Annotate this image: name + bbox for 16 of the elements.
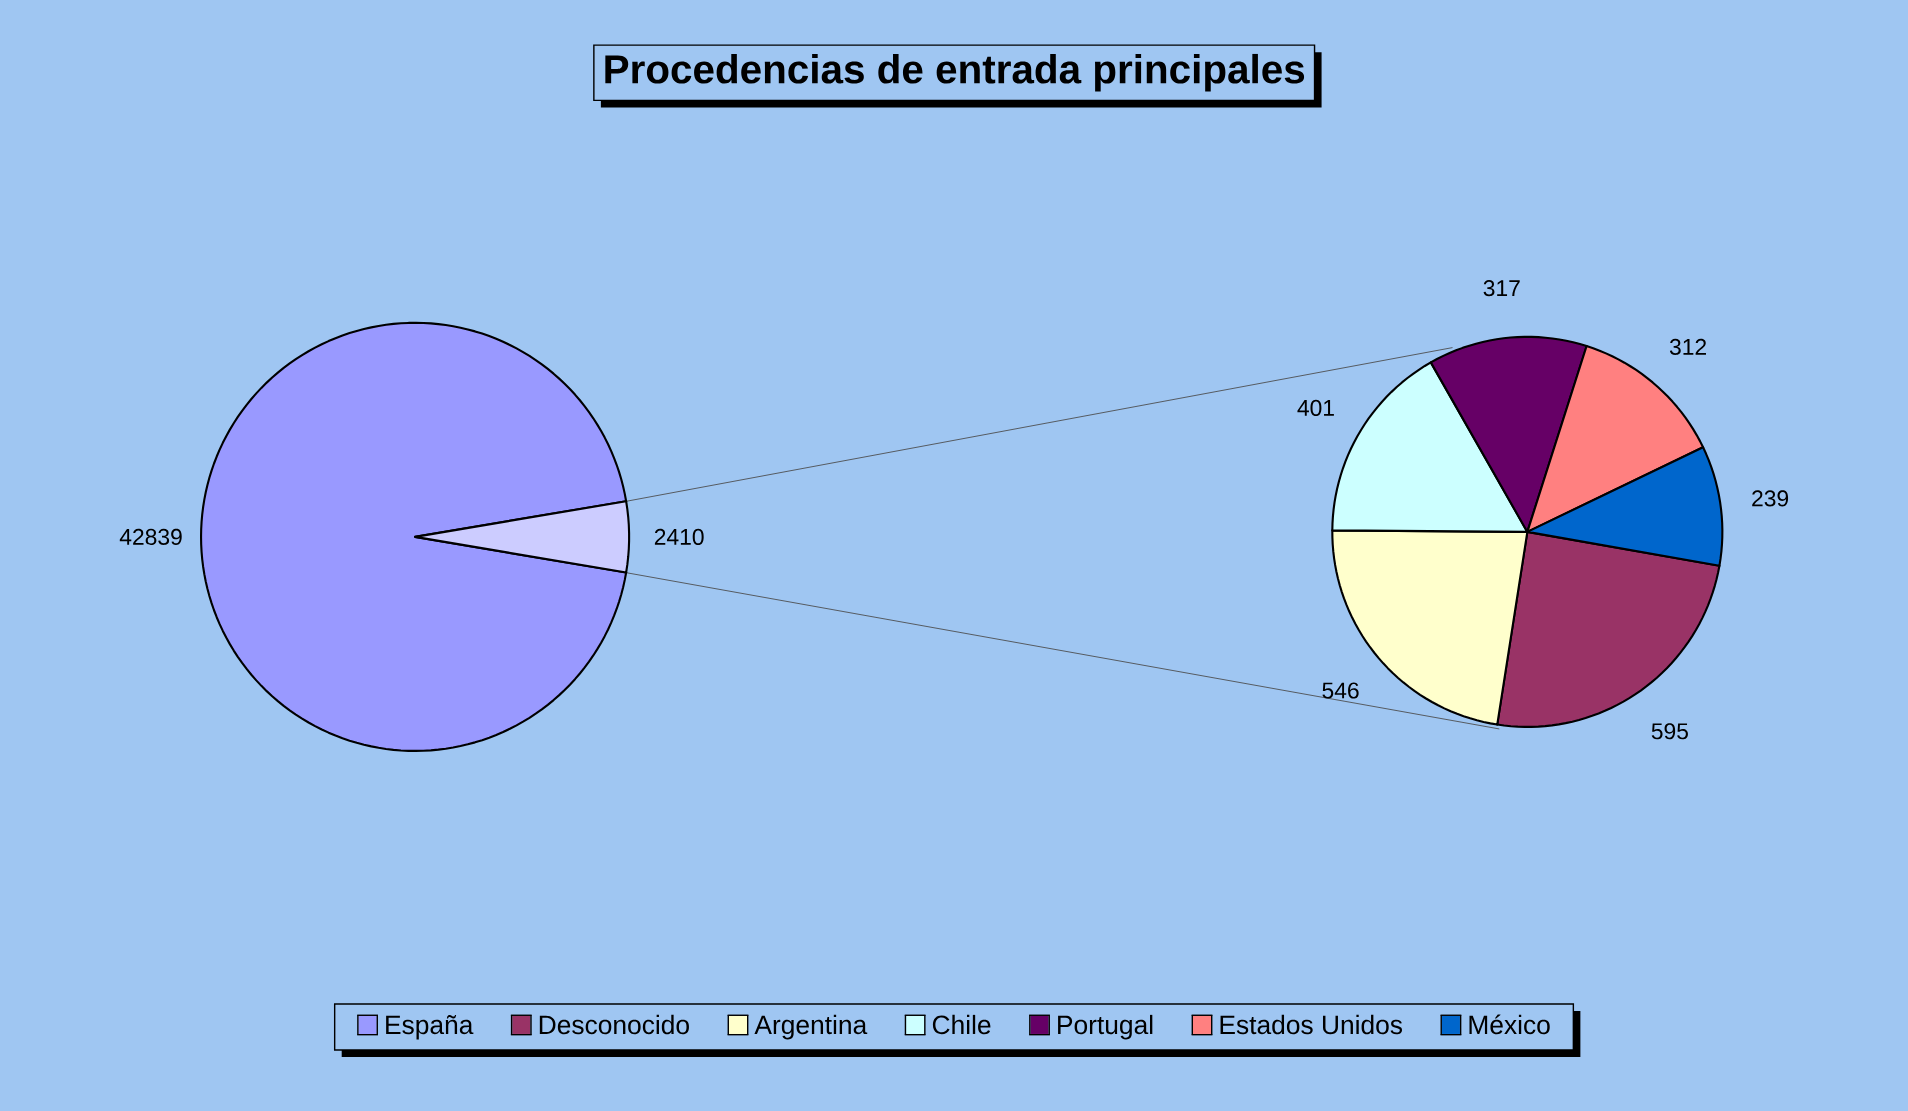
legend-label: Desconocido <box>539 1014 689 1035</box>
legend-label: Estados Unidos <box>1220 1014 1403 1035</box>
text: Procedencias de entrada principales <box>605 53 1305 92</box>
legend-label: España <box>386 1015 474 1040</box>
legend-label: Argentina <box>754 1014 868 1040</box>
data-label: 239 <box>1752 490 1789 507</box>
data-label: 312 <box>1669 338 1706 355</box>
data-label: 42839 <box>119 528 182 545</box>
legend-label: México <box>1469 1014 1550 1035</box>
data-label: 595 <box>1651 723 1688 740</box>
legend-label: Portugal <box>1058 1014 1153 1040</box>
data-label: 2410 <box>654 528 704 545</box>
legend-label: Chile <box>932 1014 991 1035</box>
data-label: 317 <box>1483 280 1520 297</box>
data-label: 546 <box>1322 682 1359 699</box>
data-label: 401 <box>1297 399 1334 416</box>
